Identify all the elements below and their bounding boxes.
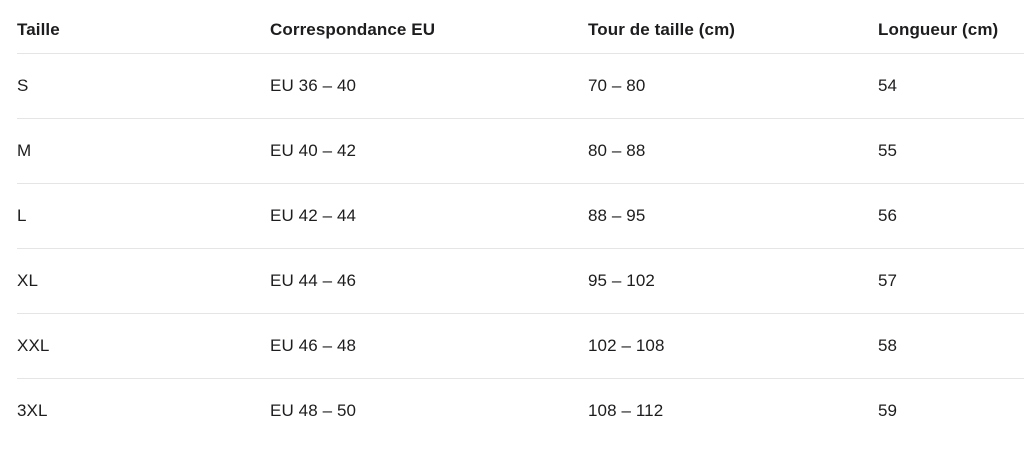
cell-eu: EU 46 – 48 [270,335,357,355]
cell-taille: M [17,140,32,160]
cell-longueur: 56 [878,205,898,225]
column-header-longueur: Longueur (cm) [878,20,999,40]
cell-eu: EU 40 – 42 [270,140,357,160]
cell-tour: 88 – 95 [588,205,646,225]
table-header-row: Taille Correspondance EU Tour de taille … [17,0,1024,54]
cell-taille: XL [17,270,38,290]
column-header-tour: Tour de taille (cm) [588,20,736,40]
table-row-xl: XL EU 44 – 46 95 – 102 57 [17,249,1024,314]
cell-taille: 3XL [17,400,48,420]
cell-eu: EU 44 – 46 [270,270,357,290]
cell-longueur: 57 [878,270,898,290]
size-chart-table: Taille Correspondance EU Tour de taille … [17,0,1024,443]
table-row-xxl: XXL EU 46 – 48 102 – 108 58 [17,314,1024,379]
cell-longueur: 54 [878,75,898,95]
cell-eu: EU 42 – 44 [270,205,357,225]
cell-tour: 102 – 108 [588,335,665,355]
cell-taille: XXL [17,335,50,355]
table-row-l: L EU 42 – 44 88 – 95 56 [17,184,1024,249]
cell-taille: L [17,205,27,225]
cell-taille: S [17,75,29,95]
cell-longueur: 55 [878,140,898,160]
cell-eu: EU 48 – 50 [270,400,357,420]
cell-longueur: 59 [878,400,898,420]
cell-tour: 70 – 80 [588,75,646,95]
cell-longueur: 58 [878,335,898,355]
cell-tour: 95 – 102 [588,270,655,290]
table-row-3xl: 3XL EU 48 – 50 108 – 112 59 [17,379,1024,443]
column-header-taille: Taille [17,20,60,40]
cell-eu: EU 36 – 40 [270,75,357,95]
cell-tour: 80 – 88 [588,140,646,160]
table-row-m: M EU 40 – 42 80 – 88 55 [17,119,1024,184]
table-row-s: S EU 36 – 40 70 – 80 54 [17,54,1024,119]
column-header-eu: Correspondance EU [270,20,436,40]
cell-tour: 108 – 112 [588,400,664,420]
